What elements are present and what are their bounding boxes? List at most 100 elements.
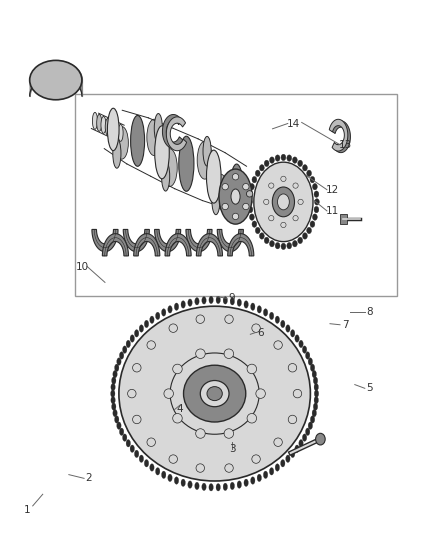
Ellipse shape	[162, 471, 166, 479]
Circle shape	[233, 213, 239, 220]
Ellipse shape	[312, 183, 317, 190]
Ellipse shape	[255, 170, 260, 176]
Ellipse shape	[162, 309, 166, 316]
Text: 11: 11	[325, 206, 339, 216]
Ellipse shape	[30, 60, 82, 100]
Ellipse shape	[302, 434, 307, 441]
Ellipse shape	[209, 296, 213, 304]
Ellipse shape	[168, 305, 172, 313]
Ellipse shape	[181, 479, 185, 487]
Ellipse shape	[37, 66, 74, 94]
Ellipse shape	[281, 154, 286, 160]
Circle shape	[164, 389, 173, 398]
Ellipse shape	[275, 316, 279, 324]
Ellipse shape	[314, 199, 319, 205]
Ellipse shape	[264, 160, 269, 166]
Ellipse shape	[311, 416, 315, 423]
Circle shape	[268, 215, 274, 221]
Ellipse shape	[162, 161, 170, 191]
Ellipse shape	[223, 297, 227, 304]
Ellipse shape	[97, 115, 102, 131]
Ellipse shape	[126, 340, 131, 348]
Ellipse shape	[314, 383, 318, 391]
Text: 9: 9	[229, 293, 235, 303]
Ellipse shape	[313, 403, 318, 410]
Text: 3: 3	[229, 444, 235, 454]
Text: 14: 14	[286, 118, 300, 128]
Ellipse shape	[290, 450, 295, 457]
Ellipse shape	[312, 214, 317, 220]
Circle shape	[222, 183, 228, 190]
Ellipse shape	[101, 116, 106, 133]
Ellipse shape	[181, 301, 185, 308]
Ellipse shape	[150, 316, 154, 324]
Circle shape	[133, 364, 141, 372]
Circle shape	[247, 191, 253, 197]
Ellipse shape	[118, 124, 123, 141]
Polygon shape	[134, 233, 160, 256]
Ellipse shape	[314, 206, 319, 213]
Ellipse shape	[212, 185, 220, 215]
Polygon shape	[166, 117, 187, 151]
Circle shape	[293, 390, 302, 398]
Ellipse shape	[295, 445, 299, 453]
Ellipse shape	[131, 116, 145, 166]
Ellipse shape	[134, 450, 139, 457]
Ellipse shape	[170, 353, 259, 434]
Text: 5: 5	[366, 383, 372, 393]
Circle shape	[264, 199, 269, 205]
Circle shape	[281, 222, 286, 228]
Ellipse shape	[42, 69, 70, 91]
Circle shape	[147, 341, 155, 349]
Ellipse shape	[115, 416, 119, 423]
Ellipse shape	[195, 482, 199, 490]
Polygon shape	[329, 119, 348, 151]
Ellipse shape	[110, 120, 115, 138]
Text: 6: 6	[257, 328, 264, 338]
Ellipse shape	[259, 233, 264, 239]
Ellipse shape	[203, 136, 211, 166]
Text: 8: 8	[366, 306, 372, 317]
Circle shape	[247, 414, 257, 423]
Circle shape	[224, 349, 233, 359]
Ellipse shape	[275, 243, 280, 249]
Ellipse shape	[257, 305, 261, 313]
Ellipse shape	[286, 455, 290, 463]
Circle shape	[233, 174, 239, 180]
Text: 1: 1	[23, 505, 30, 515]
Circle shape	[133, 415, 141, 424]
Ellipse shape	[275, 155, 280, 161]
Ellipse shape	[162, 149, 177, 187]
Circle shape	[196, 429, 205, 438]
Ellipse shape	[219, 169, 252, 224]
Ellipse shape	[281, 320, 285, 328]
Ellipse shape	[123, 346, 127, 353]
Ellipse shape	[113, 370, 117, 378]
Circle shape	[173, 364, 182, 374]
Ellipse shape	[290, 329, 295, 337]
Ellipse shape	[303, 165, 307, 171]
Ellipse shape	[255, 227, 260, 233]
Ellipse shape	[123, 434, 127, 441]
Ellipse shape	[248, 206, 253, 213]
Ellipse shape	[111, 390, 115, 397]
Ellipse shape	[307, 227, 311, 233]
Circle shape	[247, 364, 257, 374]
Ellipse shape	[307, 170, 311, 176]
Ellipse shape	[306, 352, 310, 359]
Ellipse shape	[316, 433, 325, 445]
Ellipse shape	[147, 119, 161, 156]
Ellipse shape	[48, 74, 64, 86]
Ellipse shape	[168, 474, 172, 482]
Ellipse shape	[188, 481, 192, 488]
Polygon shape	[123, 229, 149, 252]
Ellipse shape	[251, 303, 255, 310]
Ellipse shape	[113, 409, 117, 417]
Circle shape	[243, 183, 249, 190]
Ellipse shape	[120, 428, 124, 435]
Circle shape	[281, 176, 286, 182]
Circle shape	[169, 324, 177, 333]
Ellipse shape	[145, 459, 148, 467]
Ellipse shape	[269, 467, 274, 475]
Polygon shape	[102, 233, 128, 256]
